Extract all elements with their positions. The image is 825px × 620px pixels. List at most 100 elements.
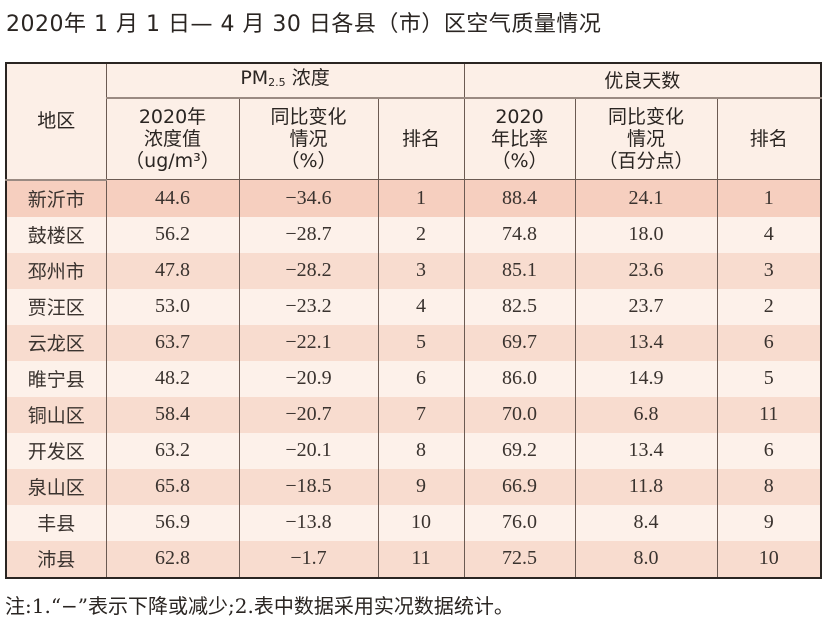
table-row: 开发区 63.2 −20.1 8 69.2 13.4 6 [6,432,822,469]
cell-good-rate: 66.9 [463,468,576,505]
cell-region: 云龙区 [27,333,85,355]
cell-good-rank: 10 [716,540,822,578]
cell-good-rank: 5 [716,360,822,397]
cell-pm25-rank: 3 [377,252,465,289]
cell-pm25-rank: 6 [377,360,465,397]
cell-good-rate: 88.4 [463,179,576,217]
cell-pm25-change: −23.2 [238,288,378,325]
cell-good-rate: 76.0 [463,504,576,541]
header-pm25-rank: 排名 [377,98,465,180]
cell-pm25-change: −34.6 [238,179,378,217]
cell-good-rank: 8 [716,468,822,505]
cell-pm25-value: 63.7 [105,324,239,361]
cell-pm25-change: −22.1 [238,324,378,361]
cell-good-rank: 6 [716,432,822,469]
header-pm25-group: PM2.5 浓度 [105,63,465,99]
cell-good-change: 8.4 [574,504,718,541]
cell-pm25-value: 48.2 [105,360,239,397]
cell-good-rank: 9 [716,504,822,541]
cell-good-change: 13.4 [574,432,718,469]
table-row: 鼓楼区 56.2 −28.7 2 74.8 18.0 4 [6,216,822,253]
cell-good-change: 11.8 [574,468,718,505]
cell-good-rank: 2 [716,288,822,325]
header-good-rank: 排名 [716,98,822,180]
cell-pm25-rank: 4 [377,288,465,325]
cell-pm25-value: 62.8 [105,540,239,578]
cell-pm25-change: −13.8 [238,504,378,541]
cell-good-rank: 4 [716,216,822,253]
cell-pm25-change: −1.7 [238,540,378,578]
cell-good-change: 13.4 [574,324,718,361]
cell-region: 泉山区 [27,477,85,499]
table-row: 贾汪区 53.0 −23.2 4 82.5 23.7 2 [6,288,822,325]
cell-good-change: 23.7 [574,288,718,325]
cell-pm25-change: −20.9 [238,360,378,397]
cell-pm25-rank: 2 [377,216,465,253]
air-quality-table: 地区 PM2.5 浓度 优良天数 2020年 浓度值 （ug/m³） 同比变化 情况（… [5,62,823,579]
cell-pm25-change: −28.2 [238,252,378,289]
cell-region: 新沂市 [6,179,106,217]
cell-pm25-change: −20.7 [238,396,378,433]
cell-good-rate: 85.1 [463,252,576,289]
cell-region: 丰县 [37,513,76,535]
cell-pm25-rank: 10 [377,504,465,541]
table-row: 丰县 56.9 −13.8 10 76.0 8.4 9 [6,504,822,541]
cell-pm25-change: −18.5 [238,468,378,505]
cell-good-change: 8.0 [574,540,718,578]
cell-pm25-rank: 11 [377,540,465,578]
cell-good-change: 14.9 [574,360,718,397]
cell-pm25-rank: 7 [377,396,465,433]
header-pm25-change: 同比变化 情况 （%） [238,98,378,180]
header-good-2020: 2020 年比率 （%） [463,98,576,180]
cell-pm25-value: 65.8 [105,468,239,505]
header-pm25-2020: 2020年 浓度值 （ug/m³） [105,98,239,180]
cell-good-rank: 3 [716,252,822,289]
cell-good-rate: 69.7 [463,324,576,361]
cell-region: 贾汪区 [27,297,85,319]
table-row: 新沂市 44.6 −34.6 1 88.4 24.1 1 [6,179,822,217]
cell-good-change: 24.1 [574,179,718,217]
table-row: 睢宁县 48.2 −20.9 6 86.0 14.9 5 [6,360,822,397]
cell-good-rate: 86.0 [463,360,576,397]
header-good-change: 同比变化 情况 （百分点） [574,98,718,180]
cell-region: 铜山区 [27,405,85,427]
cell-region: 邳州市 [27,261,85,283]
cell-good-rate: 69.2 [463,432,576,469]
cell-good-rate: 74.8 [463,216,576,253]
cell-good-rank: 6 [716,324,822,361]
cell-good-rank: 11 [716,396,822,433]
header-region: 地区 [6,63,106,181]
footnote: 注:1.“−”表示下降或减少;2.表中数据采用实况数据统计。 [5,594,514,618]
table-row: 邳州市 47.8 −28.2 3 85.1 23.6 3 [6,252,822,289]
cell-good-change: 18.0 [574,216,718,253]
cell-good-rate: 82.5 [463,288,576,325]
cell-good-rate: 70.0 [463,396,576,433]
cell-pm25-value: 53.0 [105,288,239,325]
cell-good-change: 6.8 [574,396,718,433]
header-good-days-group: 优良天数 [463,63,822,99]
cell-good-rate: 72.5 [463,540,576,578]
cell-pm25-value: 56.9 [105,504,239,541]
cell-pm25-change: −28.7 [238,216,378,253]
cell-region: 睢宁县 [27,369,85,391]
cell-pm25-value: 63.2 [105,432,239,469]
cell-pm25-value: 56.2 [105,216,239,253]
cell-region: 沛县 [37,549,76,571]
cell-pm25-rank: 5 [377,324,465,361]
table-row: 泉山区 65.8 −18.5 9 66.9 11.8 8 [6,468,822,505]
cell-pm25-value: 47.8 [105,252,239,289]
cell-pm25-value: 58.4 [105,396,239,433]
page-title: 2020年 1 月 1 日— 4 月 30 日各县（市）区空气质量情况 [6,12,602,37]
cell-pm25-rank: 8 [377,432,465,469]
table-row: 云龙区 63.7 −22.1 5 69.7 13.4 6 [6,324,822,361]
cell-region: 开发区 [27,441,85,463]
cell-pm25-value: 44.6 [105,179,239,217]
cell-pm25-rank: 9 [377,468,465,505]
table-body: 新沂市 44.6 −34.6 1 88.4 24.1 1 鼓楼区 56.2 −28.7 2 74.8 1… [6,179,822,578]
cell-region: 鼓楼区 [27,225,85,247]
cell-good-change: 23.6 [574,252,718,289]
cell-good-rank: 1 [716,179,822,217]
cell-pm25-change: −20.1 [238,432,378,469]
table-row: 沛县 62.8 −1.7 11 72.5 8.0 10 [6,540,822,578]
table-row: 铜山区 58.4 −20.7 7 70.0 6.8 11 [6,396,822,433]
